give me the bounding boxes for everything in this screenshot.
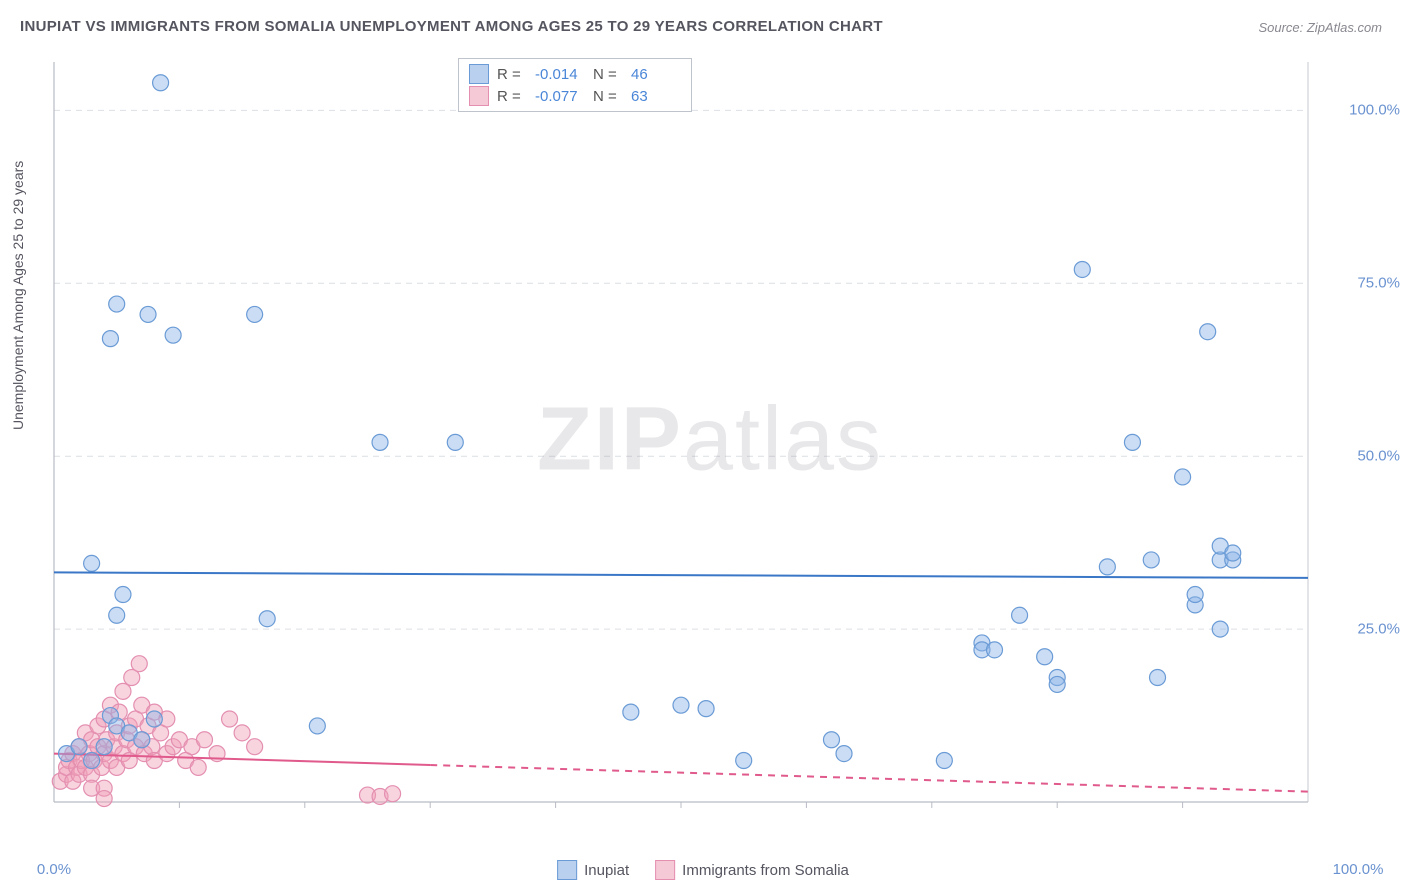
legend-row-inupiat: R = -0.014 N = 46: [469, 63, 681, 85]
y-tick-label: 100.0%: [1349, 102, 1400, 119]
y-tick-label: 25.0%: [1357, 621, 1400, 638]
legend-swatch-somalia: [469, 86, 489, 106]
r-label: R =: [497, 66, 527, 83]
legend-item-somalia: Immigrants from Somalia: [655, 860, 849, 880]
series-legend: Inupiat Immigrants from Somalia: [557, 860, 849, 880]
y-axis-label: Unemployment Among Ages 25 to 29 years: [10, 161, 26, 430]
n-label: N =: [593, 88, 623, 105]
r-label: R =: [497, 88, 527, 105]
legend-label-inupiat: Inupiat: [584, 862, 629, 879]
legend-swatch-inupiat: [469, 64, 489, 84]
legend-swatch-somalia: [655, 860, 675, 880]
x-tick-end: 100.0%: [1333, 861, 1384, 878]
legend-swatch-inupiat: [557, 860, 577, 880]
correlation-legend: R = -0.014 N = 46 R = -0.077 N = 63: [458, 58, 692, 112]
n-value-somalia: 63: [631, 88, 681, 105]
r-value-somalia: -0.077: [535, 88, 585, 105]
legend-label-somalia: Immigrants from Somalia: [682, 862, 849, 879]
y-tick-label: 75.0%: [1357, 275, 1400, 292]
n-value-inupiat: 46: [631, 66, 681, 83]
legend-row-somalia: R = -0.077 N = 63: [469, 85, 681, 107]
source-attribution: Source: ZipAtlas.com: [1258, 20, 1382, 35]
r-value-inupiat: -0.014: [535, 66, 585, 83]
chart-title: INUPIAT VS IMMIGRANTS FROM SOMALIA UNEMP…: [20, 18, 883, 35]
chart-svg: [50, 60, 1370, 820]
n-label: N =: [593, 66, 623, 83]
x-tick-start: 0.0%: [37, 861, 71, 878]
legend-item-inupiat: Inupiat: [557, 860, 629, 880]
scatter-plot: ZIPatlas: [50, 60, 1370, 820]
y-tick-label: 50.0%: [1357, 448, 1400, 465]
